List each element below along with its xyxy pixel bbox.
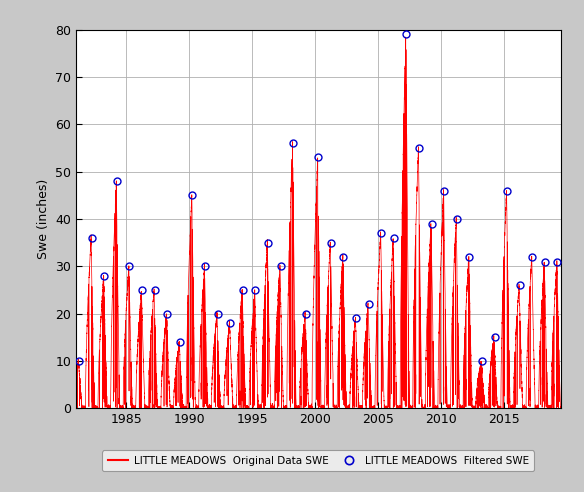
Y-axis label: Swe (inches): Swe (inches) (37, 179, 50, 259)
Legend: LITTLE MEADOWS  Original Data SWE, LITTLE MEADOWS  Filtered SWE: LITTLE MEADOWS Original Data SWE, LITTLE… (102, 451, 534, 471)
